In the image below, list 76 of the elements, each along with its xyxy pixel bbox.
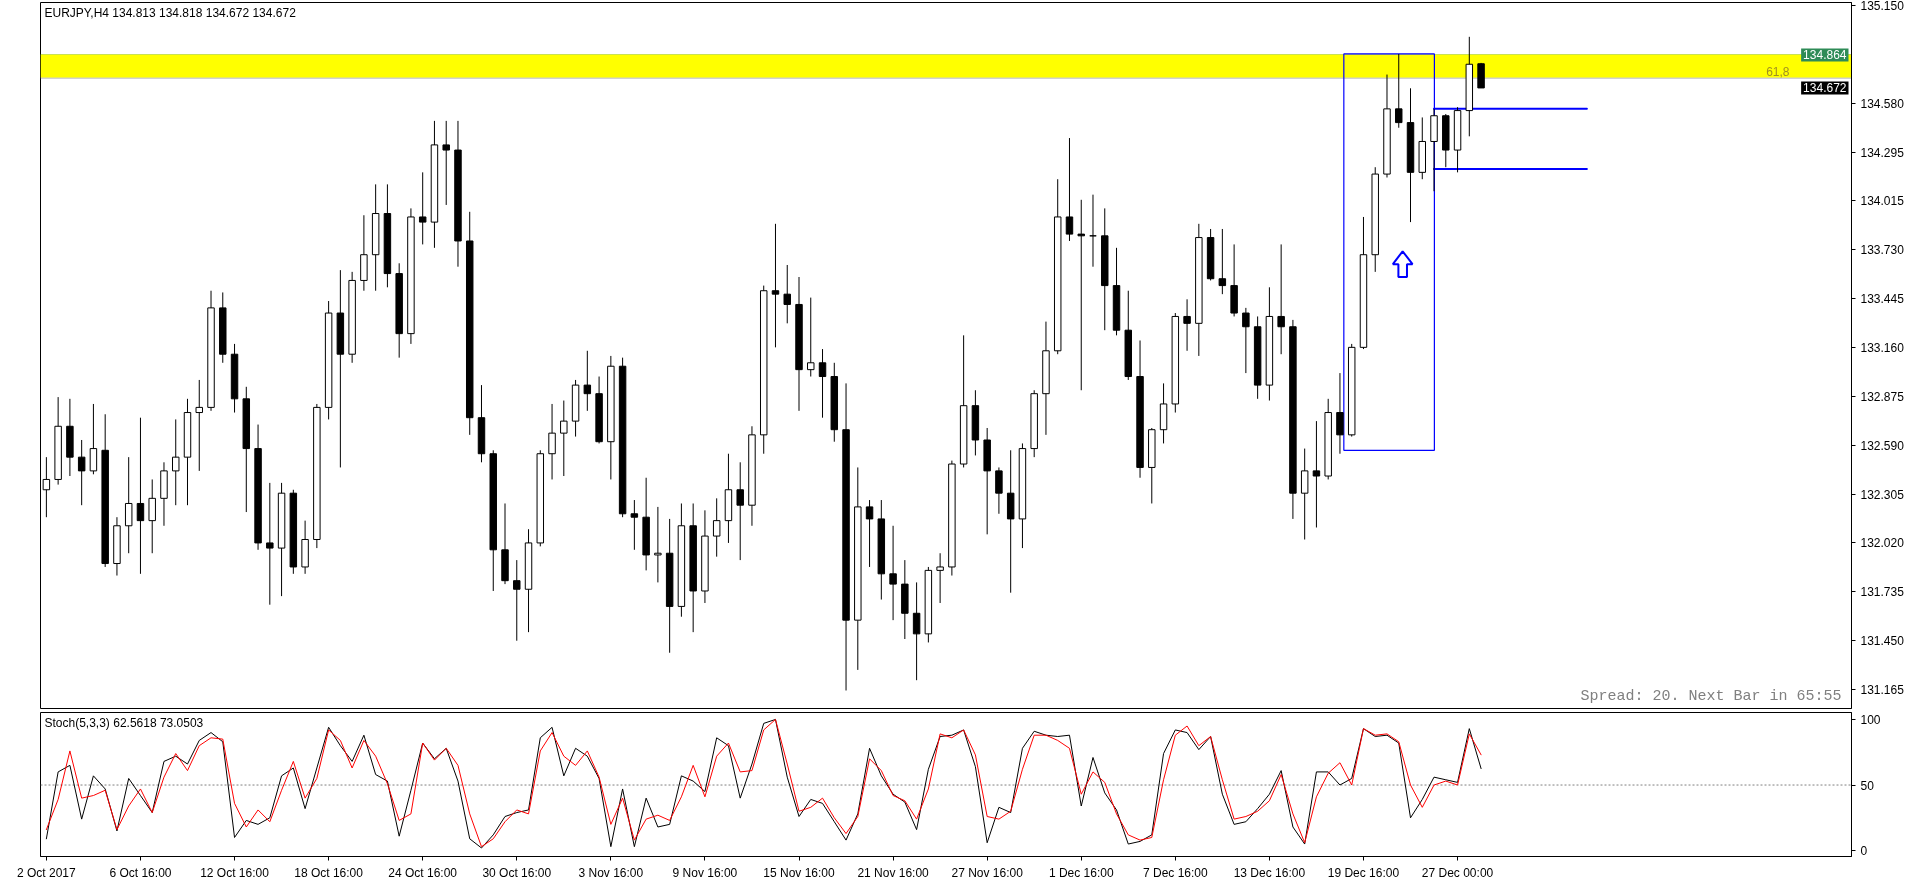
x-tick-label: 7 Dec 16:00 bbox=[1142, 865, 1208, 880]
candlestick bbox=[513, 559, 521, 642]
chart-title: Stoch(5,3,3) 62.5618 73.0503 bbox=[44, 715, 204, 730]
x-tick-label: 12 Oct 16:00 bbox=[200, 865, 270, 880]
x-tick-label: 15 Nov 16:00 bbox=[763, 865, 836, 880]
x-tick-label: 6 Oct 16:00 bbox=[109, 865, 172, 880]
y-tick-label: 131.165 bbox=[1860, 683, 1905, 698]
candlestick bbox=[630, 499, 639, 551]
y-tick-label: 0 bbox=[1860, 844, 1868, 859]
y-tick-label: 132.020 bbox=[1860, 536, 1905, 551]
y-tick-label: 133.730 bbox=[1860, 243, 1905, 258]
x-tick-label: 1 Dec 16:00 bbox=[1048, 865, 1114, 880]
x-tick-label: 3 Nov 16:00 bbox=[578, 865, 644, 880]
candlestick bbox=[1065, 137, 1074, 242]
y-tick-label: 134.295 bbox=[1860, 146, 1905, 161]
candlestick bbox=[548, 403, 556, 480]
candlestick bbox=[807, 297, 815, 378]
x-tick-label: 2 Oct 2017 bbox=[17, 865, 77, 880]
candlestick bbox=[418, 171, 427, 245]
candlestick bbox=[1336, 372, 1344, 455]
candlestick bbox=[560, 400, 568, 477]
candlestick bbox=[195, 379, 203, 472]
candlestick bbox=[442, 120, 450, 206]
chart-title: EURJPY,H4 134.813 134.818 134.672 134.672 bbox=[44, 5, 297, 20]
candlestick bbox=[1183, 298, 1191, 352]
y-tick-label: 132.590 bbox=[1860, 438, 1905, 453]
y-tick-label: 132.875 bbox=[1860, 389, 1905, 404]
candlestick bbox=[77, 439, 86, 506]
y-tick-label: 133.160 bbox=[1860, 340, 1905, 355]
candlestick bbox=[583, 350, 592, 412]
y-tick-label: 134.015 bbox=[1860, 194, 1905, 209]
y-tick-label: 133.445 bbox=[1860, 291, 1905, 306]
candlestick bbox=[1300, 448, 1309, 541]
x-tick-label: 19 Dec 16:00 bbox=[1327, 865, 1400, 880]
band-label: 61,8 bbox=[1766, 64, 1790, 79]
candlestick bbox=[889, 525, 897, 621]
x-tick-label: 27 Nov 16:00 bbox=[951, 865, 1024, 880]
y-tick-label: 50 bbox=[1860, 778, 1875, 793]
ref-line-label: 134.864 bbox=[1803, 48, 1847, 63]
candlestick bbox=[1077, 199, 1085, 391]
candlestick bbox=[124, 456, 133, 554]
candlestick bbox=[172, 418, 180, 506]
candlestick bbox=[1312, 420, 1321, 528]
candlestick bbox=[771, 223, 780, 348]
candlestick bbox=[1218, 228, 1227, 295]
annotation: Spread: 20. Next Bar in 65:55 bbox=[1580, 687, 1842, 705]
candlestick bbox=[936, 552, 944, 604]
candlestick bbox=[1242, 307, 1250, 374]
y-tick-label: 135.150 bbox=[1860, 0, 1905, 14]
x-tick-label: 9 Nov 16:00 bbox=[672, 865, 738, 880]
candlestick bbox=[912, 581, 921, 681]
x-tick-label: 27 Dec 00:00 bbox=[1421, 865, 1494, 880]
candlestick bbox=[736, 461, 744, 561]
annotation: 134.672 bbox=[1803, 81, 1847, 96]
y-tick-label: 131.735 bbox=[1860, 585, 1905, 600]
candlestick bbox=[1395, 53, 1403, 129]
candlestick bbox=[865, 499, 874, 568]
candlestick bbox=[136, 417, 145, 575]
y-tick-label: 134.580 bbox=[1860, 97, 1905, 112]
candlestick bbox=[266, 482, 274, 606]
x-tick-label: 13 Dec 16:00 bbox=[1233, 865, 1306, 880]
y-tick-label: 132.305 bbox=[1860, 487, 1905, 502]
candlestick bbox=[712, 497, 721, 558]
x-tick-label: 18 Oct 16:00 bbox=[294, 865, 364, 880]
y-tick-label: 100 bbox=[1860, 712, 1881, 727]
candlestick bbox=[654, 506, 662, 583]
x-tick-label: 21 Nov 16:00 bbox=[857, 865, 930, 880]
candlestick bbox=[148, 478, 156, 554]
candlestick bbox=[1277, 243, 1285, 355]
candlestick bbox=[783, 264, 791, 324]
x-tick-label: 30 Oct 16:00 bbox=[482, 865, 552, 880]
y-tick-label: 131.450 bbox=[1860, 634, 1905, 649]
candlestick bbox=[818, 348, 827, 419]
candlestick bbox=[995, 466, 1003, 515]
candlestick bbox=[89, 403, 98, 475]
x-tick-label: 24 Oct 16:00 bbox=[388, 865, 458, 880]
